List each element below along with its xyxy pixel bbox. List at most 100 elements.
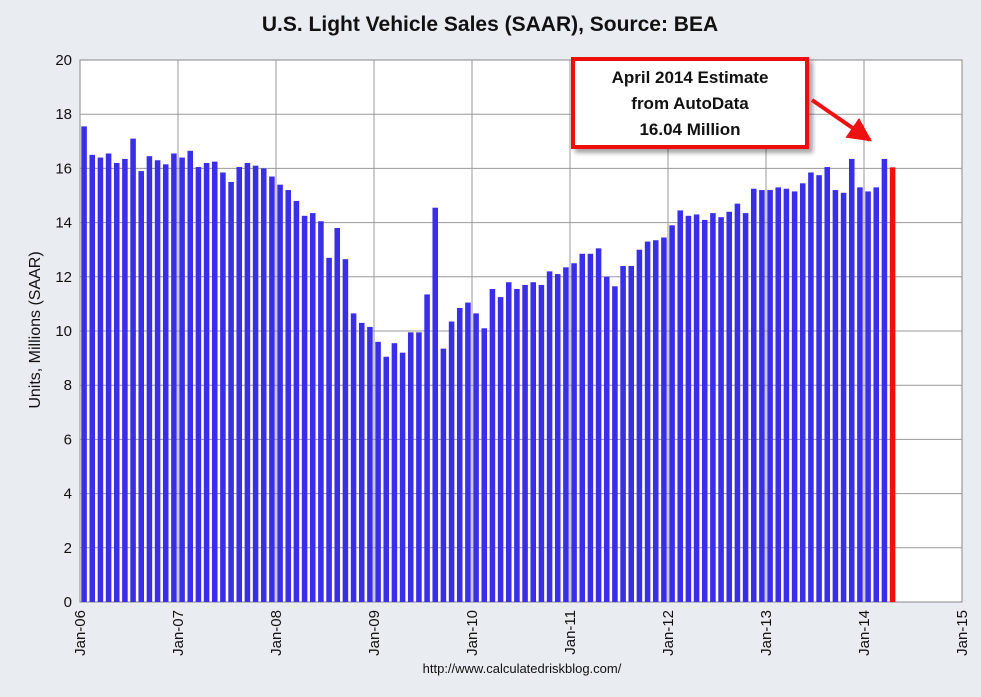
bar <box>791 191 798 602</box>
bar <box>530 282 537 602</box>
source-url: http://www.calculatedriskblog.com/ <box>423 661 622 676</box>
y-tick-label: 16 <box>55 160 72 177</box>
bar <box>824 167 831 603</box>
bar <box>171 153 177 602</box>
x-tick-label: Jan-08 <box>268 610 285 656</box>
bar <box>636 249 643 602</box>
x-tick-label: Jan-06 <box>72 610 89 656</box>
x-tick-labels: Jan-06 Jan-07 Jan-08 Jan-09 Jan-10 Jan-11 Jan-… <box>72 610 971 656</box>
bar <box>269 176 275 602</box>
bar <box>865 191 871 602</box>
bar <box>538 284 545 602</box>
bar <box>563 267 569 602</box>
bar <box>669 225 675 602</box>
bar <box>195 167 202 603</box>
x-tick-label: Jan-14 <box>856 610 873 656</box>
bar <box>595 248 602 602</box>
bar <box>211 161 218 603</box>
bar <box>383 356 390 602</box>
bar <box>187 150 194 603</box>
y-tick-label: 2 <box>64 540 72 557</box>
y-tick-label: 6 <box>64 431 72 448</box>
x-tick-label: Jan-12 <box>660 610 677 656</box>
bar <box>579 253 586 602</box>
bar <box>734 203 741 602</box>
bar <box>309 213 316 602</box>
bar <box>677 210 684 602</box>
bar <box>750 188 757 603</box>
bar <box>146 156 153 602</box>
bar <box>873 187 880 602</box>
bar-highlight <box>889 167 896 602</box>
bar <box>840 192 847 603</box>
bar <box>489 289 496 602</box>
bar <box>718 217 724 602</box>
bar <box>857 187 863 602</box>
bar <box>203 162 210 603</box>
bar <box>685 215 692 602</box>
x-tick-label: Jan-11 <box>562 610 579 655</box>
bar <box>122 158 128 602</box>
bar <box>799 183 806 602</box>
bar <box>154 160 161 602</box>
bar <box>334 228 341 602</box>
bar <box>465 302 471 602</box>
bar <box>399 352 406 602</box>
y-axis-label: Units, Millions (SAAR) <box>27 251 44 408</box>
bar <box>424 294 430 602</box>
bar <box>816 175 822 602</box>
bar <box>783 188 790 603</box>
bar <box>277 184 283 602</box>
annotation-line-2: from AutoData <box>631 94 749 113</box>
bar <box>693 214 700 602</box>
bar <box>603 276 610 602</box>
bar <box>661 237 667 602</box>
bar <box>89 154 96 602</box>
bar <box>742 213 749 602</box>
bar <box>522 284 528 602</box>
bar <box>97 157 104 602</box>
bar <box>546 271 553 602</box>
bar <box>113 162 120 603</box>
bar <box>293 200 300 603</box>
bar <box>375 341 381 602</box>
bar <box>81 126 87 602</box>
bar <box>342 259 349 602</box>
annotation-frame <box>571 57 809 149</box>
bar <box>252 165 259 602</box>
annotation-arrow <box>810 98 872 142</box>
x-tick-label: Jan-07 <box>170 610 187 656</box>
bar <box>481 328 488 602</box>
y-tick-label: 14 <box>55 215 72 232</box>
y-tick-label: 10 <box>55 323 72 340</box>
bar <box>367 326 373 602</box>
bar <box>456 307 463 602</box>
bar <box>260 168 267 602</box>
bar <box>448 321 455 602</box>
bar <box>652 240 659 602</box>
bar <box>701 219 708 602</box>
bar <box>620 265 626 602</box>
bar <box>505 282 512 602</box>
bar <box>514 289 520 602</box>
bar <box>808 172 814 602</box>
annotation-line-3: 16.04 Million <box>639 120 740 139</box>
bar <box>318 221 324 602</box>
bar <box>628 265 635 602</box>
bar <box>473 313 479 602</box>
x-tick-label: Jan-10 <box>464 610 481 656</box>
bar <box>391 343 398 602</box>
chart-title: U.S. Light Vehicle Sales (SAAR), Source:… <box>262 13 718 36</box>
bar <box>179 157 185 602</box>
y-tick-label: 0 <box>64 594 72 611</box>
bar <box>244 162 251 603</box>
bar <box>726 211 733 602</box>
x-tick-label: Jan-15 <box>954 610 971 656</box>
bar <box>775 187 782 602</box>
bar <box>767 190 773 602</box>
x-tick-label: Jan-13 <box>758 610 775 656</box>
bar <box>138 171 145 603</box>
y-tick-label: 8 <box>64 377 72 394</box>
bar <box>407 332 414 602</box>
bar <box>236 167 243 603</box>
